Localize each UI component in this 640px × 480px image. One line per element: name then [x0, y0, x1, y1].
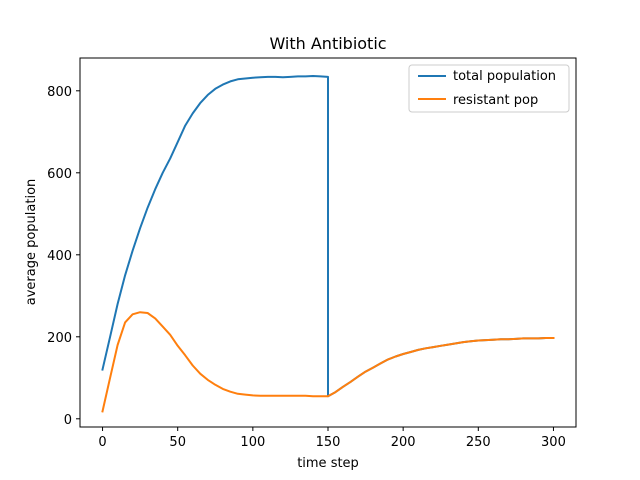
- y-tick-label: 600: [47, 167, 72, 182]
- x-tick-label: 300: [541, 435, 566, 450]
- y-axis-label: average population: [24, 179, 39, 306]
- chart-title: With Antibiotic: [269, 34, 386, 53]
- y-tick-label: 800: [47, 85, 72, 100]
- y-tick-label: 400: [47, 249, 72, 264]
- x-tick-label: 0: [98, 435, 106, 450]
- legend-box: [408, 64, 570, 113]
- y-tick-label: 200: [47, 331, 72, 346]
- x-axis: 0 50 100 150 200 250 300: [98, 427, 566, 450]
- plot-layer: [101, 75, 555, 413]
- x-tick-label: 150: [316, 435, 341, 450]
- x-tick-label: 250: [466, 435, 491, 450]
- y-tick-label: 0: [64, 413, 72, 428]
- y-axis: 0 200 400 600 800: [47, 85, 80, 428]
- x-tick-label: 200: [391, 435, 416, 450]
- legend-label-resistant-pop: resistant pop: [453, 93, 538, 108]
- x-axis-label: time step: [297, 456, 359, 471]
- legend: total population resistant pop: [408, 64, 570, 113]
- x-tick-label: 100: [240, 435, 265, 450]
- legend-label-total-population: total population: [453, 69, 556, 84]
- series-line-resistant-pop: [101, 311, 555, 413]
- x-tick-label: 50: [169, 435, 186, 450]
